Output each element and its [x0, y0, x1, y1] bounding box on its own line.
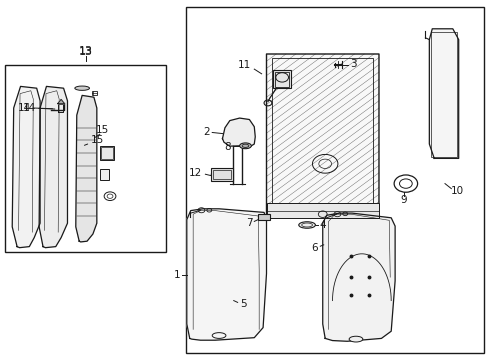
Text: 15: 15: [96, 125, 109, 135]
Text: 14: 14: [22, 103, 55, 113]
Text: 8: 8: [224, 142, 230, 152]
Text: 12: 12: [188, 168, 202, 178]
Ellipse shape: [239, 143, 251, 149]
Polygon shape: [39, 86, 67, 248]
Text: 2: 2: [203, 127, 209, 138]
Text: 6: 6: [311, 243, 318, 253]
Bar: [100, 169, 109, 180]
Text: 3: 3: [349, 59, 356, 69]
Bar: [258, 214, 270, 220]
Bar: [5, 65, 166, 252]
Bar: [272, 70, 291, 88]
Ellipse shape: [348, 336, 362, 342]
Polygon shape: [322, 213, 394, 341]
Text: 4: 4: [319, 220, 325, 230]
Bar: [274, 72, 289, 87]
Text: 14: 14: [18, 103, 31, 113]
Bar: [272, 58, 372, 213]
Ellipse shape: [298, 222, 315, 228]
Polygon shape: [12, 86, 40, 248]
Bar: [92, 91, 97, 95]
Text: 11: 11: [237, 60, 251, 70]
Bar: [211, 168, 232, 181]
Bar: [430, 32, 456, 157]
Polygon shape: [266, 54, 378, 218]
Bar: [213, 170, 230, 179]
Bar: [185, 7, 483, 353]
Text: 13: 13: [79, 47, 92, 57]
Ellipse shape: [75, 86, 89, 90]
Text: 13: 13: [79, 46, 92, 56]
Polygon shape: [186, 209, 266, 340]
Polygon shape: [76, 95, 97, 242]
Bar: [101, 147, 113, 159]
Text: 7: 7: [245, 218, 252, 228]
Text: 5: 5: [240, 299, 246, 309]
Text: 9: 9: [400, 195, 407, 205]
Text: 1: 1: [173, 270, 180, 280]
Text: 10: 10: [450, 186, 463, 196]
Text: 15: 15: [84, 135, 103, 145]
Polygon shape: [428, 29, 458, 158]
Polygon shape: [222, 118, 255, 148]
Polygon shape: [58, 99, 64, 104]
Bar: [100, 146, 114, 160]
Bar: [266, 203, 378, 218]
Polygon shape: [211, 169, 231, 180]
Ellipse shape: [242, 144, 248, 148]
